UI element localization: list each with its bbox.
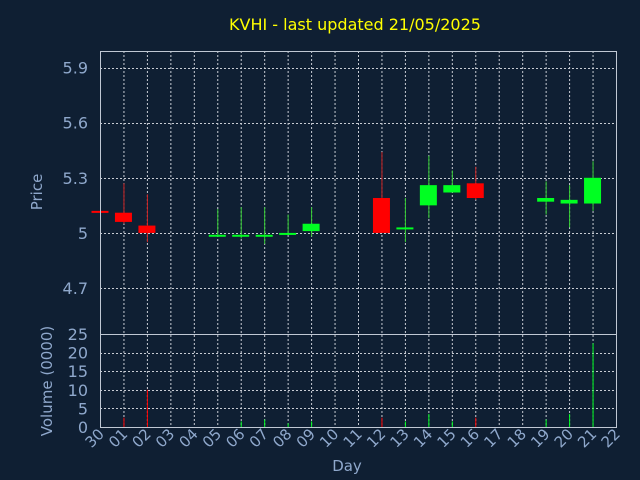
candlestick bbox=[560, 185, 578, 228]
x-tick-label: 07 bbox=[246, 425, 272, 451]
candlestick bbox=[302, 207, 320, 237]
candle-body bbox=[419, 185, 437, 206]
x-tick-label: 05 bbox=[199, 425, 225, 451]
candlestick bbox=[255, 207, 273, 244]
x-tick-label: 21 bbox=[574, 425, 600, 451]
candlestick bbox=[396, 198, 414, 243]
x-tick-label: 19 bbox=[527, 425, 553, 451]
volume-tick-label: 0 bbox=[78, 418, 88, 437]
x-tick-label: 02 bbox=[129, 425, 155, 451]
candle-body bbox=[466, 183, 484, 199]
volume-tick-label: 25 bbox=[68, 325, 88, 344]
candle-body bbox=[396, 227, 414, 230]
candlestick bbox=[584, 161, 602, 211]
candlestick bbox=[466, 166, 484, 200]
volume-axis-label: Volume (0000) bbox=[38, 326, 56, 436]
marks-layer bbox=[91, 152, 602, 427]
chart-title: KVHI - last updated 21/05/2025 bbox=[229, 15, 481, 34]
candle-body bbox=[537, 198, 555, 202]
candle-body bbox=[255, 234, 273, 237]
candlestick bbox=[208, 209, 226, 237]
candlestick bbox=[443, 170, 461, 193]
volume-tick-label: 5 bbox=[78, 399, 88, 418]
x-axis-label: Day bbox=[332, 457, 362, 475]
tick-layer: 4.755.35.65.9051015202530010203040506070… bbox=[63, 59, 624, 452]
x-tick-label: 22 bbox=[598, 425, 624, 451]
candle-body bbox=[372, 198, 390, 233]
candlestick bbox=[232, 207, 250, 239]
volume-tick-label: 10 bbox=[68, 381, 88, 400]
candlestick bbox=[279, 214, 297, 235]
x-tick-label: 06 bbox=[222, 425, 248, 451]
x-tick-label: 15 bbox=[433, 425, 459, 451]
candle-body bbox=[232, 234, 250, 237]
x-tick-label: 14 bbox=[410, 425, 436, 451]
x-tick-label: 11 bbox=[340, 425, 366, 451]
x-tick-label: 20 bbox=[551, 425, 577, 451]
volume-panel-frame bbox=[100, 334, 617, 428]
candlestick bbox=[537, 181, 555, 215]
candle-body bbox=[208, 234, 226, 237]
price-tick-label: 5.6 bbox=[63, 114, 88, 133]
x-tick-label: 08 bbox=[269, 425, 295, 451]
candle-body bbox=[279, 232, 297, 235]
candlestick bbox=[372, 152, 390, 233]
price-tick-label: 4.7 bbox=[63, 279, 88, 298]
candle-body bbox=[560, 199, 578, 204]
candle-body bbox=[443, 185, 461, 193]
price-tick-label: 5.9 bbox=[63, 59, 88, 78]
x-tick-label: 16 bbox=[457, 425, 483, 451]
x-tick-label: 01 bbox=[105, 425, 131, 451]
candlestick bbox=[114, 183, 132, 224]
x-tick-label: 04 bbox=[175, 425, 201, 451]
candlestick bbox=[419, 155, 437, 219]
x-tick-label: 03 bbox=[152, 425, 178, 451]
x-tick-label: 09 bbox=[293, 425, 319, 451]
candle-body bbox=[114, 212, 132, 222]
candlestick bbox=[138, 194, 156, 243]
candle-body bbox=[584, 177, 602, 204]
x-tick-label: 18 bbox=[504, 425, 530, 451]
candle-body bbox=[138, 225, 156, 233]
volume-tick-label: 20 bbox=[68, 344, 88, 363]
grid-layer bbox=[100, 51, 616, 427]
x-tick-label: 10 bbox=[316, 425, 342, 451]
price-tick-label: 5.3 bbox=[63, 169, 88, 188]
price-tick-label: 5 bbox=[78, 224, 88, 243]
frame-layer bbox=[100, 51, 617, 428]
x-tick-label: 13 bbox=[387, 425, 413, 451]
x-tick-label: 17 bbox=[480, 425, 506, 451]
x-tick-label: 12 bbox=[363, 425, 389, 451]
candle-body bbox=[302, 223, 320, 232]
volume-tick-label: 15 bbox=[68, 362, 88, 381]
price-axis-label: Price bbox=[28, 174, 46, 211]
